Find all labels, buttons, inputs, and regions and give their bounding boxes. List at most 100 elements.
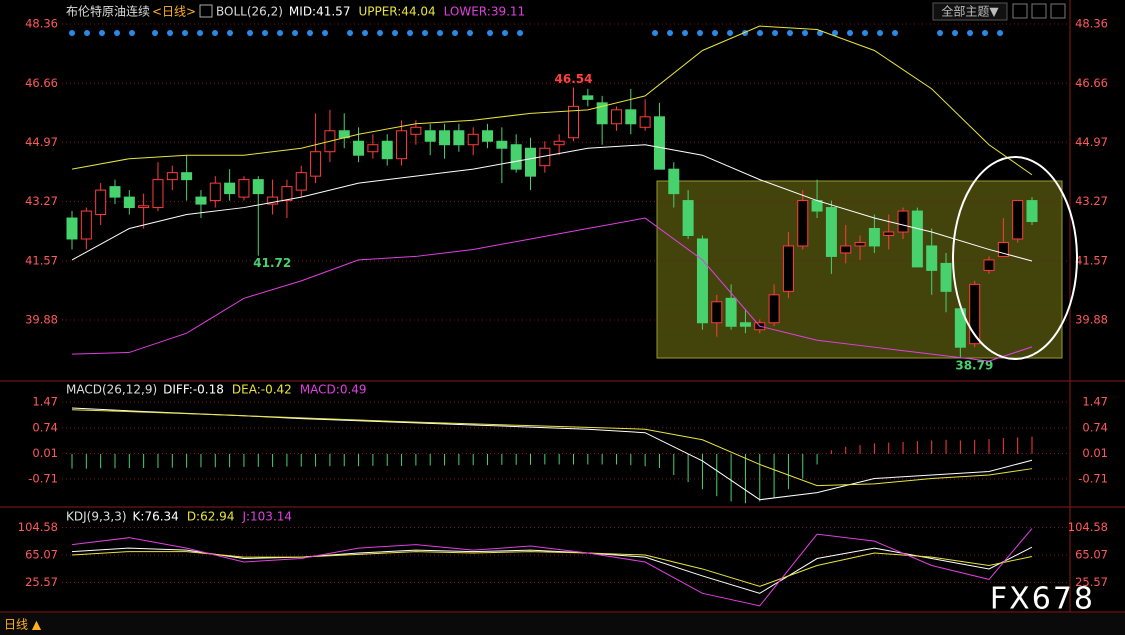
candle-body [868,228,880,247]
candle-body [281,186,293,202]
legend-entry: LOWER:39.11 [444,5,526,19]
legend-label: MACD(26,12,9) [66,383,157,397]
candle-body [525,147,537,177]
signal-dot [712,30,718,36]
signal-dot [392,30,398,36]
highlight-box [656,180,1063,359]
y-tick-label: -0.71 [1078,471,1108,485]
candle-body [1012,200,1024,240]
candle-body [396,130,408,160]
candle-body [696,238,708,324]
legend-label: KDJ(9,3,3) [66,510,127,524]
candle-body [610,109,622,125]
candle-body [252,179,264,195]
signal-dot [262,30,268,36]
candle-body [439,130,451,146]
signal-dot [167,30,173,36]
signal-dot [422,30,428,36]
candle-body [353,140,365,156]
legend-entry: DEA:-0.42 [232,383,292,397]
candle-body [553,140,565,146]
theme-button[interactable] [932,2,1008,21]
legend: KDJ(9,3,3) K:76.34 D:62.94 J:103.14 [66,510,292,524]
watermark: FX678 [990,582,1095,617]
y-tick-label: 43.27 [1075,194,1108,208]
signal-dot [437,30,443,36]
instrument-title: 布伦特原油连续 [66,4,150,19]
candle-body [424,130,436,142]
signal-dot [347,30,353,36]
indicator-line [71,528,1033,607]
candle-body [80,210,92,240]
signal-dot [84,30,90,36]
signal-dot [877,30,883,36]
signal-dot [377,30,383,36]
plot: 48.36 48.36 46.66 46.66 44.97 44.97 43.27 43.27… [18,16,1108,628]
tool-icon[interactable] [1050,3,1066,19]
candle-body [625,109,637,125]
candle-body [567,105,579,139]
theme-button-label[interactable]: 全部主题▼ [941,4,999,19]
signal-dot [502,30,508,36]
signal-dot [99,30,105,36]
candle-body [926,245,938,271]
indicator-line [71,144,1033,262]
candle-body [840,245,852,254]
signal-dot [997,30,1003,36]
legend-entry: MID:41.57 [289,5,351,19]
candle-body [911,210,923,268]
signal-dot [467,30,473,36]
signal-dot [727,30,733,36]
tool-icon[interactable] [1031,3,1047,19]
candle-body [367,144,379,153]
y-tick-label: 65.07 [25,547,58,561]
signal-dot [129,30,135,36]
signal-dot [182,30,188,36]
candle-body [109,186,121,198]
indicator-line [71,551,1033,587]
candle-body [596,102,608,125]
y-tick-label: 1.47 [32,395,58,409]
footer-bar [0,613,1125,635]
legend-entry: DIFF:-0.18 [163,383,224,397]
candle-body [510,144,522,170]
candle-body [482,130,494,142]
indicator-line [71,217,1033,362]
indicator-icon [199,4,213,18]
legend-label: BOLL(26,2) [216,5,283,19]
legend-entry: D:62.94 [187,510,235,524]
candle-body [797,200,809,247]
signal-dot [967,30,973,36]
candle-body [138,205,150,209]
y-tick-label: 46.66 [1075,76,1108,90]
signal-dot [667,30,673,36]
y-tick-label: 0.74 [32,420,58,434]
y-tick-label: 44.97 [1075,135,1108,149]
signal-dot [772,30,778,36]
candle-body [410,126,422,135]
legend-entry: J:103.14 [241,510,292,524]
candle-body [782,245,794,292]
candle-body [653,116,665,170]
signal-dot [862,30,868,36]
candle-body [768,294,780,324]
signal-dot [362,30,368,36]
y-tick-label: 39.88 [25,312,58,326]
tool-icon[interactable] [1012,3,1028,19]
candle-body [295,172,307,191]
legend-entry: UPPER:44.04 [358,5,435,19]
signal-dot [487,30,493,36]
signal-dot [247,30,253,36]
legend: MACD(26,12,9) DIFF:-0.18 DEA:-0.42 MACD:0.4… [66,383,367,397]
candle-body [739,322,751,327]
signal-dot [452,30,458,36]
candle-body [883,231,895,236]
candle-body [940,262,952,292]
signal-dot [787,30,793,36]
candle-body [238,179,250,198]
y-tick-label: 25.57 [25,575,58,589]
signal-dot [407,30,413,36]
footer-period[interactable]: 日线 ▲ [4,618,42,632]
legend-entry: K:76.34 [133,510,179,524]
